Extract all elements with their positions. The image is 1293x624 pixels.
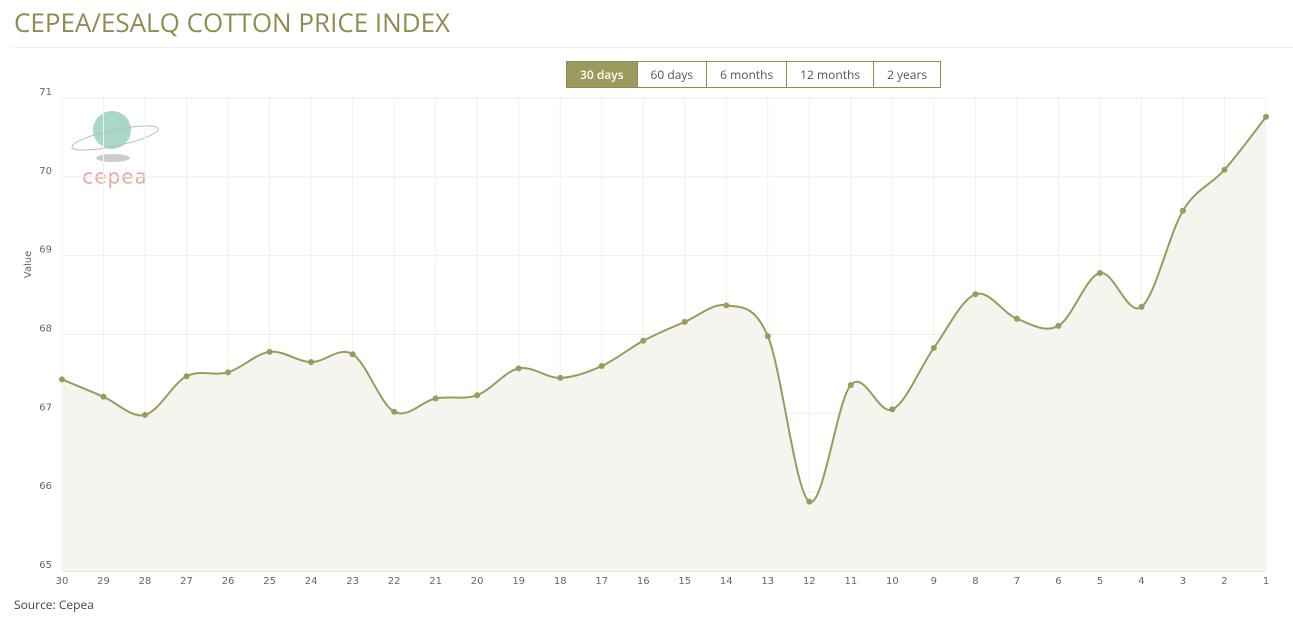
divider — [14, 47, 1293, 48]
x-tick-label: 4 — [1138, 576, 1144, 587]
x-tick-label: 9 — [931, 576, 937, 587]
x-tick-label: 3 — [1180, 576, 1186, 587]
x-tick-label: 1 — [1263, 576, 1269, 587]
point — [598, 363, 605, 370]
y-tick-label: 65 — [39, 560, 52, 571]
point — [889, 406, 896, 413]
line — [61, 116, 1267, 503]
x-tick-label: 23 — [346, 576, 359, 587]
point — [1138, 303, 1145, 310]
y-tick-label: 67 — [39, 402, 52, 413]
point — [59, 376, 65, 383]
x-tick-label: 19 — [512, 576, 525, 587]
x-tick-label: 30 — [56, 576, 69, 587]
point — [308, 359, 315, 366]
y-tick-label: 71 — [39, 87, 52, 98]
point — [515, 365, 522, 372]
y-tick-label: 68 — [39, 324, 52, 335]
point — [100, 393, 107, 400]
range-button[interactable]: 12 months — [787, 61, 875, 88]
x-tick-label: 17 — [595, 576, 608, 587]
point — [806, 498, 813, 505]
x-tick-label: 15 — [678, 576, 691, 587]
point — [930, 344, 937, 351]
range-button[interactable]: 60 days — [637, 61, 708, 88]
x-tick-label: 10 — [886, 576, 899, 587]
range-button[interactable]: 2 years — [874, 61, 942, 88]
x-tick-label: 2 — [1221, 576, 1227, 587]
y-axis-label: Value — [23, 251, 34, 278]
x-tick-label: 20 — [471, 576, 484, 587]
x-tick-label: 26 — [222, 576, 235, 587]
point — [1013, 315, 1020, 322]
point — [1221, 166, 1228, 173]
x-tick-label: 21 — [429, 576, 442, 587]
point — [764, 333, 771, 340]
point — [847, 381, 854, 388]
x-tick-label: 28 — [139, 576, 152, 587]
point — [183, 373, 190, 380]
point — [1096, 270, 1103, 277]
point — [432, 395, 439, 402]
point — [640, 337, 647, 344]
range-button[interactable]: 30 days — [566, 61, 638, 88]
x-tick-label: 24 — [305, 576, 318, 587]
point — [681, 318, 688, 325]
point — [1263, 113, 1269, 120]
x-tick-label: 14 — [720, 576, 733, 587]
point — [972, 291, 979, 298]
point — [391, 408, 398, 415]
logo-shadow — [96, 154, 130, 162]
x-tick-label: 25 — [263, 576, 276, 587]
point — [349, 351, 356, 358]
y-tick-label: 66 — [39, 481, 52, 492]
point — [266, 348, 273, 355]
x-tick-label: 6 — [1055, 576, 1061, 587]
x-tick-label: 22 — [388, 576, 401, 587]
x-tick-label: 5 — [1097, 576, 1103, 587]
x-tick-label: 7 — [1014, 576, 1020, 587]
x-tick-label: 12 — [803, 576, 816, 587]
point — [225, 369, 232, 376]
source-note: Source: Cepea — [14, 596, 94, 613]
range-button[interactable]: 6 months — [707, 61, 788, 88]
x-tick-label: 29 — [97, 576, 110, 587]
y-tick-label: 70 — [39, 166, 52, 177]
page-title: CEPEA/ESALQ COTTON PRICE INDEX — [14, 4, 451, 40]
range-selector: 30 days 60 days 6 months 12 months 2 years — [566, 61, 942, 88]
point — [1179, 207, 1186, 214]
logo-orbit — [71, 125, 159, 151]
x-tick-label: 27 — [180, 576, 193, 587]
x-tick-label: 13 — [761, 576, 774, 587]
point — [474, 392, 481, 399]
point — [557, 374, 564, 381]
x-tick-label: 11 — [844, 576, 857, 587]
area — [62, 116, 1266, 572]
point — [1055, 322, 1062, 329]
x-tick-label: 8 — [972, 576, 978, 587]
x-tick-label: 16 — [637, 576, 650, 587]
point — [142, 411, 149, 418]
x-tick-label: 18 — [554, 576, 567, 587]
point — [723, 302, 730, 309]
y-tick-label: 69 — [39, 245, 52, 256]
